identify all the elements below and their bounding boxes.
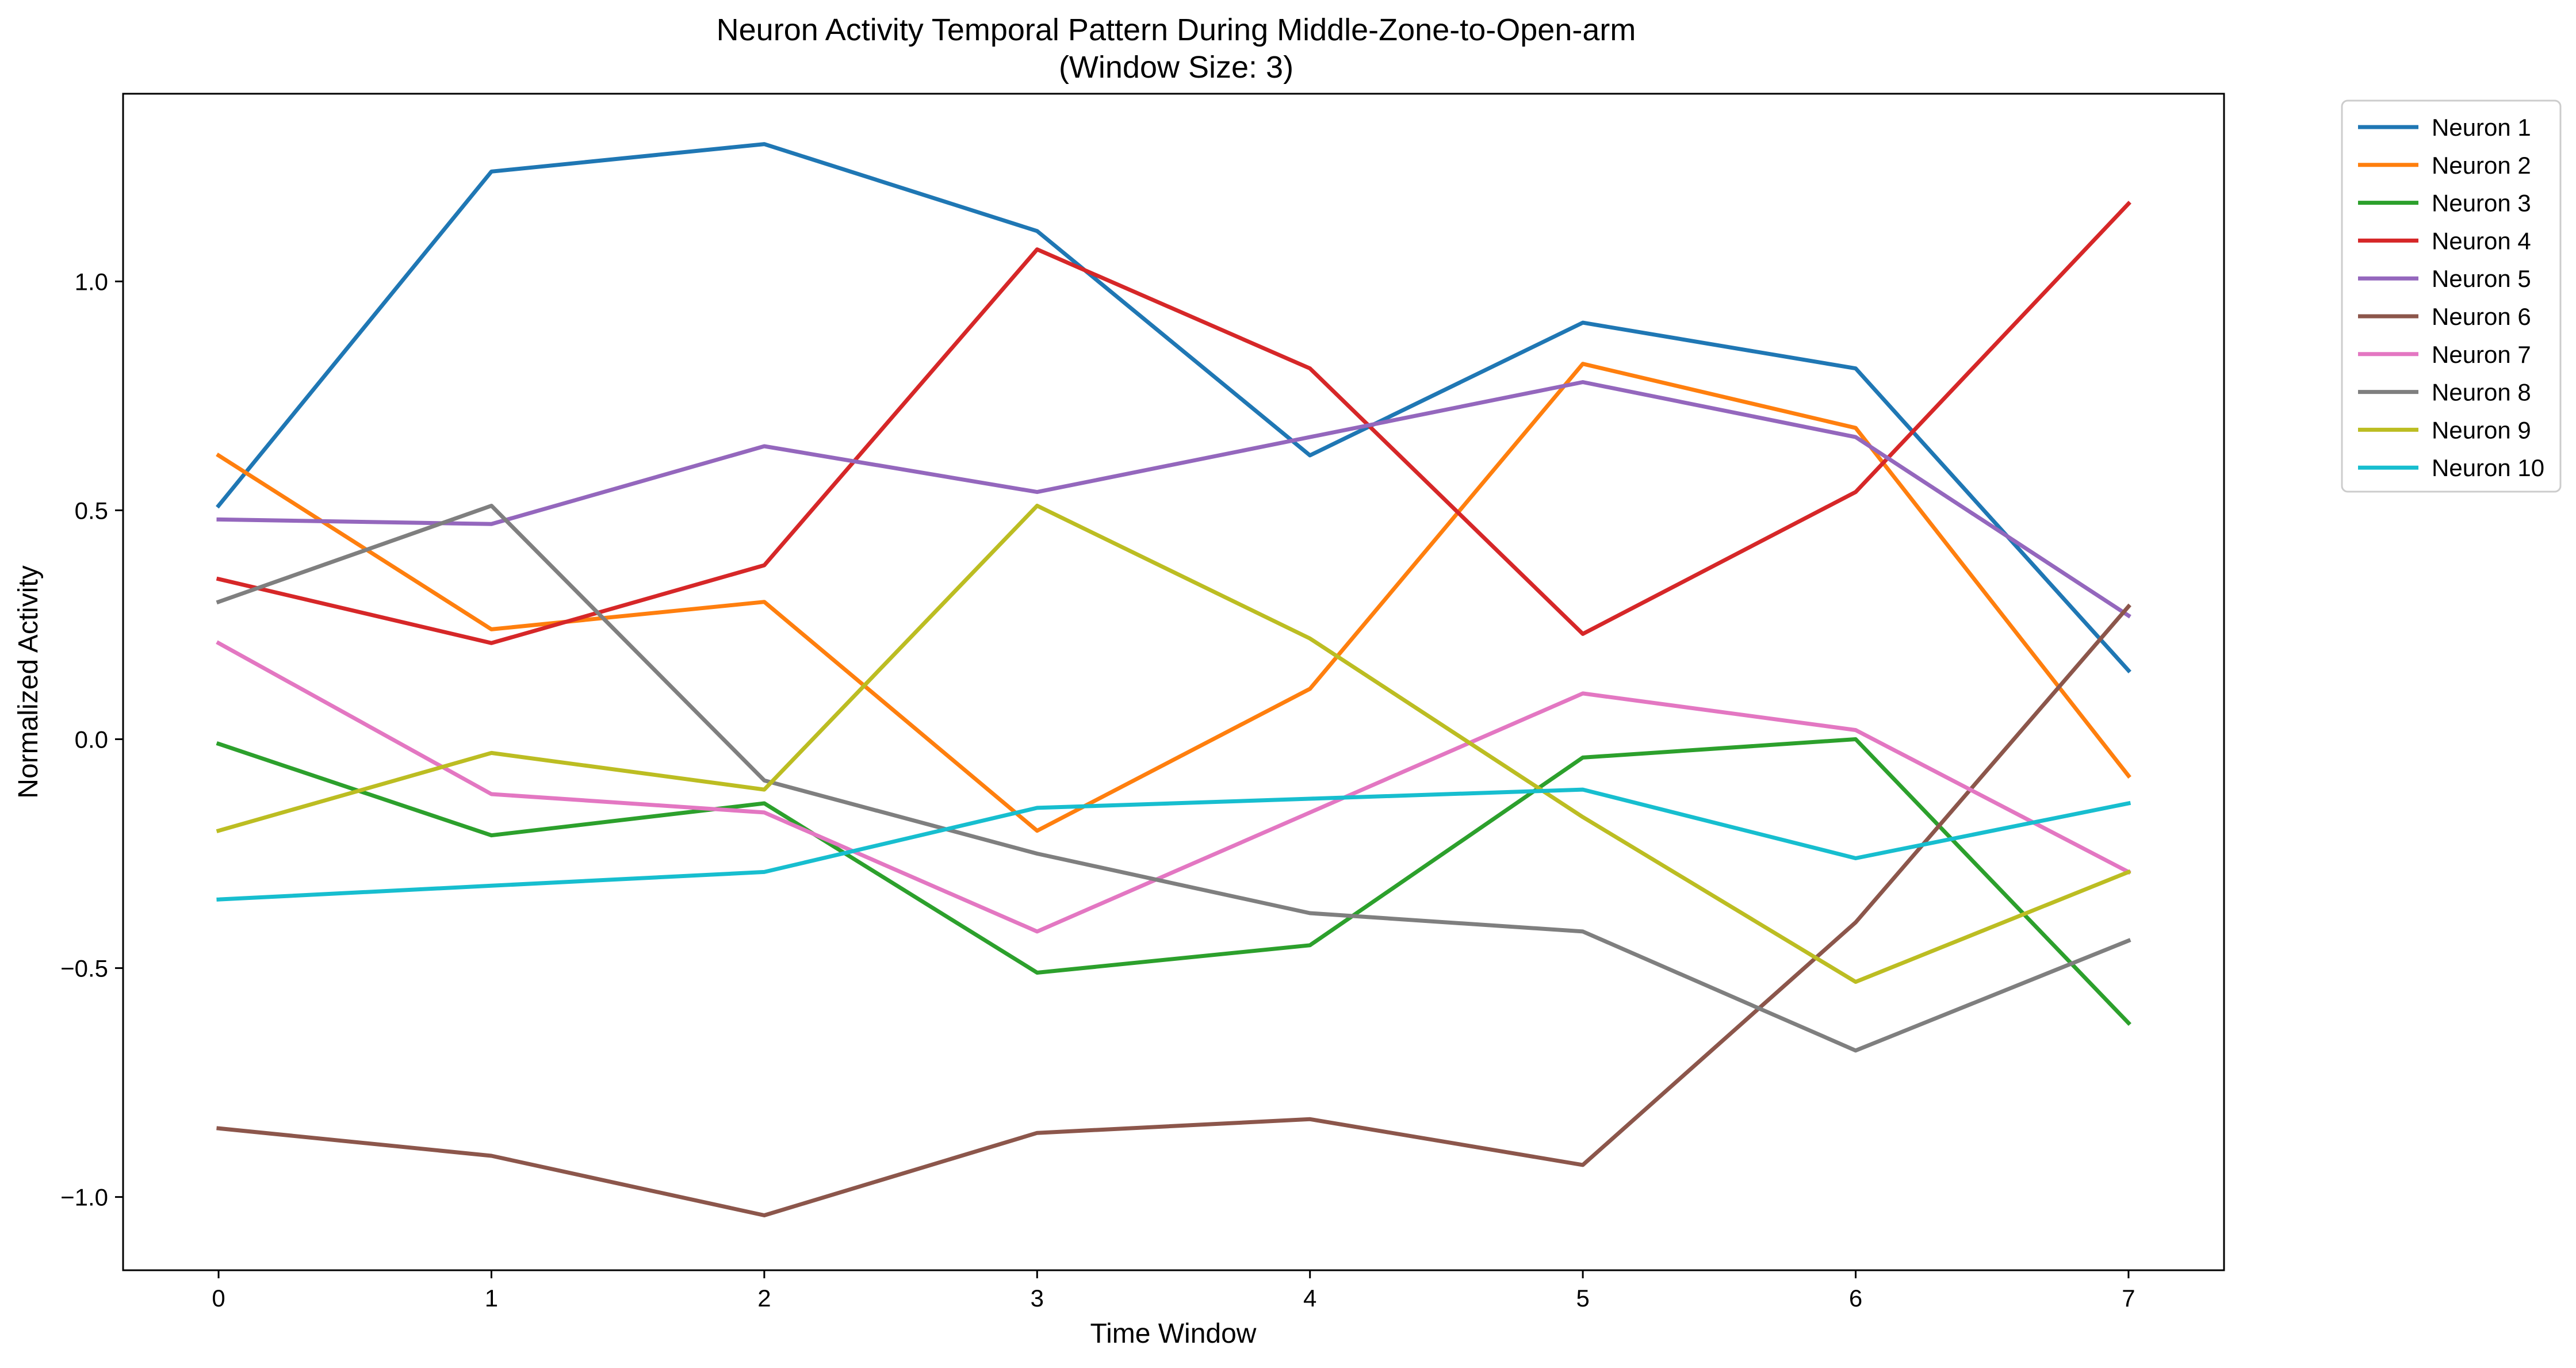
y-tick-label: −1.0 xyxy=(60,1184,108,1211)
series-lines xyxy=(216,142,2131,1217)
legend-label-neuron-5: Neuron 5 xyxy=(2432,265,2531,292)
y-axis-label: Normalized Activity xyxy=(13,565,44,798)
plot-area-frame xyxy=(122,93,2225,1271)
legend-label-neuron-8: Neuron 8 xyxy=(2432,379,2531,406)
x-tick-label: 0 xyxy=(212,1285,225,1312)
legend-label-neuron-10: Neuron 10 xyxy=(2432,454,2544,481)
y-tick-label: 1.0 xyxy=(75,268,108,295)
series-line-neuron-1 xyxy=(216,142,2131,674)
series-line-neuron-3 xyxy=(216,737,2131,1026)
series-line-neuron-7 xyxy=(216,640,2131,934)
series-line-neuron-9 xyxy=(216,504,2131,984)
legend-label-neuron-1: Neuron 1 xyxy=(2432,114,2531,141)
chart-title: Neuron Activity Temporal Pattern During … xyxy=(717,13,1636,47)
legend-label-neuron-6: Neuron 6 xyxy=(2432,303,2531,330)
y-axis-ticks: −1.0 −0.5 0.0 0.5 1.0 xyxy=(60,268,123,1211)
legend: Neuron 1 Neuron 2 Neuron 3 Neuron 4 Neuron 5… xyxy=(2341,99,2562,493)
series-line-neuron-6 xyxy=(216,603,2131,1217)
legend-label-neuron-9: Neuron 9 xyxy=(2432,416,2531,443)
chart-subtitle: (Window Size: 3) xyxy=(1059,50,1293,85)
legend-label-neuron-7: Neuron 7 xyxy=(2432,341,2531,368)
x-tick-label: 4 xyxy=(1303,1285,1316,1312)
series-line-neuron-4 xyxy=(216,201,2131,645)
x-tick-label: 7 xyxy=(2122,1285,2135,1312)
y-tick-label: −0.5 xyxy=(60,955,108,982)
x-tick-label: 6 xyxy=(1849,1285,1862,1312)
x-tick-label: 1 xyxy=(485,1285,498,1312)
legend-label-neuron-4: Neuron 4 xyxy=(2432,227,2531,254)
series-line-neuron-2 xyxy=(216,362,2131,833)
x-axis-ticks: 0 1 2 3 4 5 6 7 xyxy=(212,1270,2135,1312)
legend-label-neuron-3: Neuron 3 xyxy=(2432,190,2531,217)
y-tick-label: 0.5 xyxy=(75,497,108,524)
legend-items: Neuron 1 Neuron 2 Neuron 3 Neuron 4 Neuron 5… xyxy=(2358,114,2544,481)
x-tick-label: 5 xyxy=(1576,1285,1589,1312)
x-tick-label: 3 xyxy=(1031,1285,1044,1312)
series-line-neuron-5 xyxy=(216,380,2131,619)
legend-label-neuron-2: Neuron 2 xyxy=(2432,152,2531,179)
series-line-neuron-8 xyxy=(216,504,2131,1053)
series-line-neuron-10 xyxy=(216,787,2131,902)
y-tick-label: 0.0 xyxy=(75,726,108,753)
x-tick-label: 2 xyxy=(757,1285,771,1312)
x-axis-label: Time Window xyxy=(1090,1319,1257,1349)
